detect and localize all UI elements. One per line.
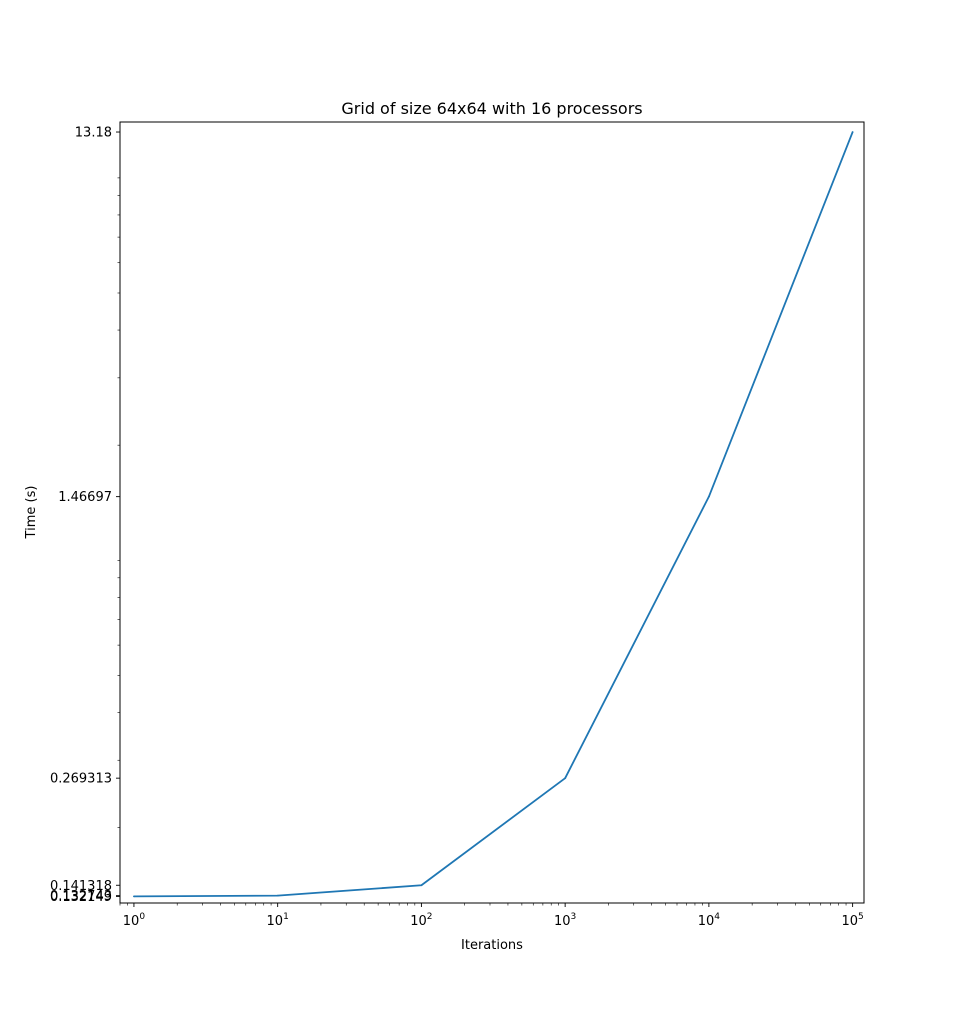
x-tick-label: 105 bbox=[841, 912, 863, 929]
x-axis-label: Iterations bbox=[461, 938, 523, 953]
y-tick-label: 0.269313 bbox=[50, 772, 112, 787]
x-tick-label-base: 10 bbox=[410, 914, 427, 929]
x-tick-label-exponent: 2 bbox=[427, 912, 433, 922]
y-tick-label: 13.18 bbox=[75, 126, 112, 141]
data-point bbox=[276, 894, 279, 897]
x-tick-label: 101 bbox=[267, 912, 289, 929]
x-tick-label-exponent: 1 bbox=[283, 912, 289, 922]
x-tick-label-base: 10 bbox=[841, 914, 858, 929]
x-tick-label-base: 10 bbox=[698, 914, 715, 929]
chart-title: Grid of size 64x64 with 16 processors bbox=[341, 99, 642, 118]
data-point bbox=[133, 895, 135, 898]
x-tick-label-exponent: 4 bbox=[714, 912, 720, 922]
data-point bbox=[420, 884, 423, 887]
x-tick-label: 100 bbox=[123, 912, 146, 929]
plot-area bbox=[133, 131, 854, 898]
y-tick-label: 0.132149 bbox=[50, 890, 112, 905]
data-point bbox=[564, 777, 567, 780]
x-tick-label: 103 bbox=[554, 912, 576, 929]
axes-frame bbox=[119, 121, 865, 904]
x-tick-label: 104 bbox=[698, 912, 721, 929]
data-point bbox=[707, 495, 710, 498]
x-tick-label-base: 10 bbox=[554, 914, 571, 929]
y-tick-label: 0.132743 bbox=[50, 889, 112, 904]
x-tick-label-exponent: 3 bbox=[571, 912, 577, 922]
y-tick-label: 0.141318 bbox=[50, 879, 112, 894]
x-tick-label-base: 10 bbox=[267, 914, 284, 929]
x-tick-label-exponent: 5 bbox=[858, 912, 864, 922]
data-point bbox=[851, 131, 854, 133]
x-tick-label-exponent: 0 bbox=[139, 912, 145, 922]
x-tick-label: 102 bbox=[410, 912, 432, 929]
y-axis-label: Time (s) bbox=[24, 486, 39, 540]
series-line bbox=[133, 131, 854, 898]
ticks: 100 101 102 103 104 1050.1321490.1327430.1413… bbox=[50, 126, 864, 929]
y-tick-label: 1.46697 bbox=[58, 490, 112, 505]
x-tick-label-base: 10 bbox=[123, 914, 140, 929]
